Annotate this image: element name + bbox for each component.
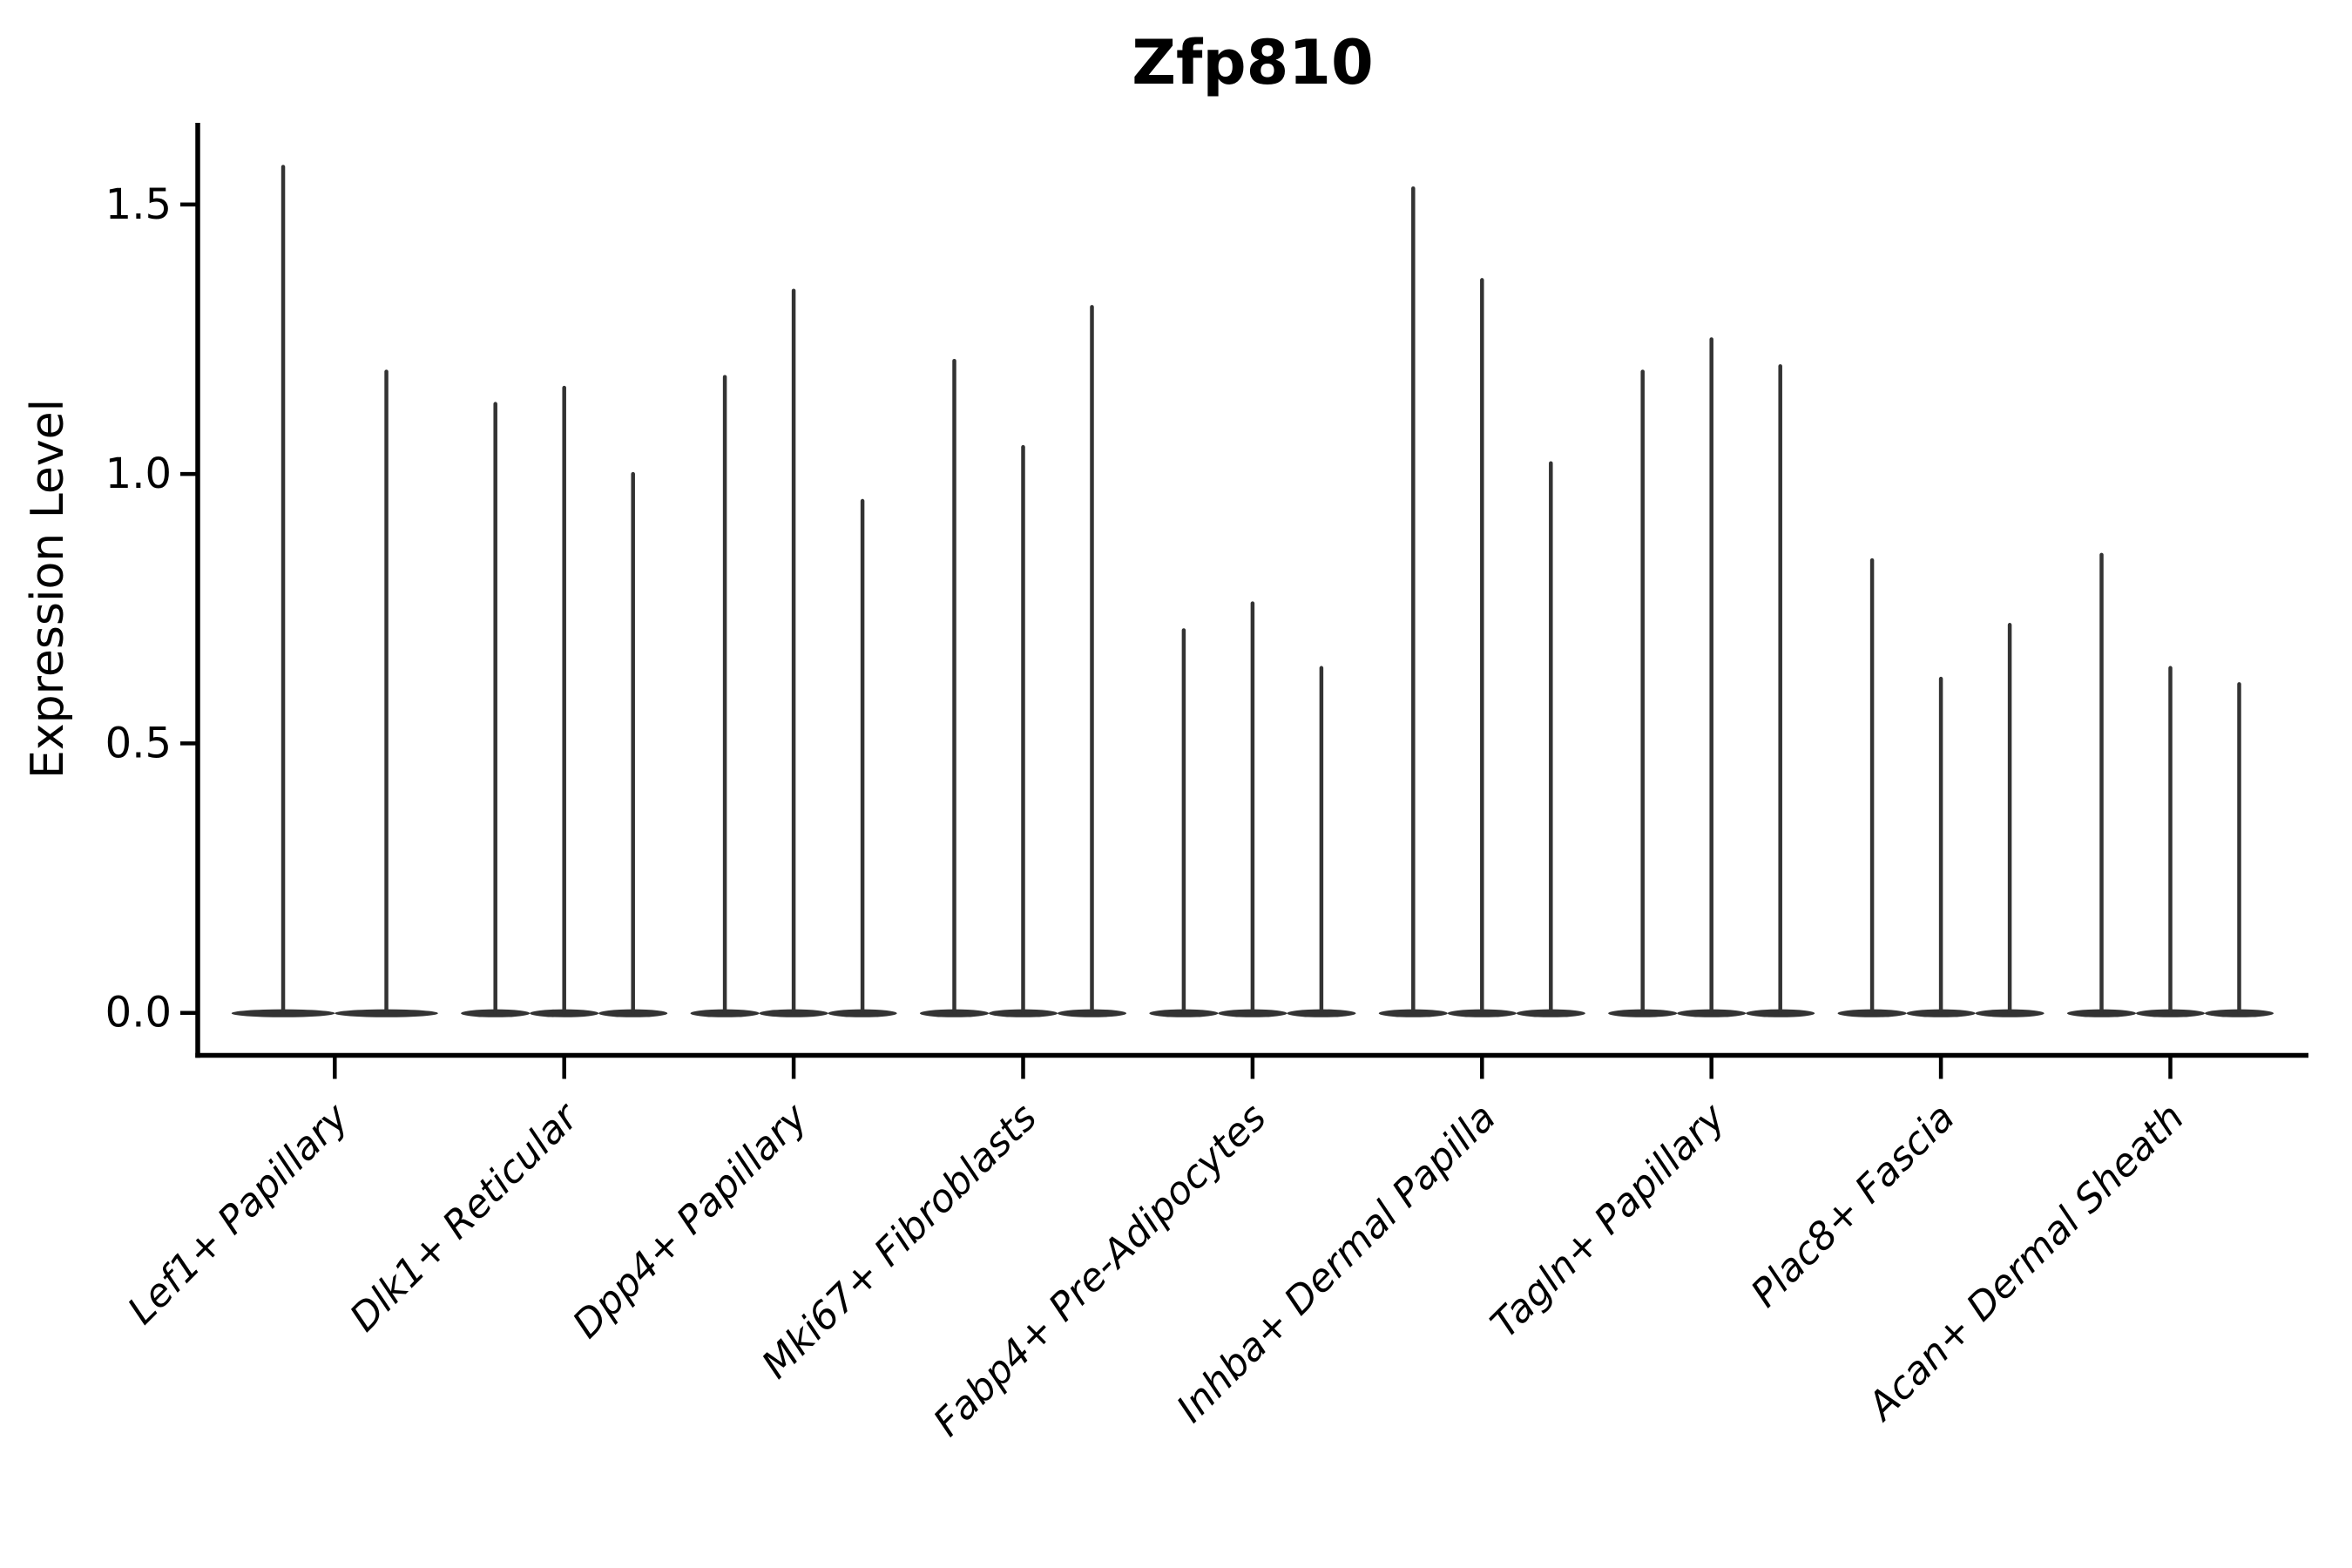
x-tick-label: Lef1+ Papillary bbox=[119, 1095, 358, 1334]
violin-group bbox=[1149, 601, 1356, 1017]
chart-title: Zfp810 bbox=[1132, 27, 1373, 98]
y-tick-label: 0.0 bbox=[105, 989, 172, 1037]
x-tick-label: Dpp4+ Papillary bbox=[564, 1095, 817, 1348]
violin-group bbox=[1608, 337, 1815, 1017]
axes-layer bbox=[180, 123, 2308, 1079]
x-tick-label: Plac8+ Fascia bbox=[1742, 1095, 1963, 1315]
violin-group bbox=[920, 305, 1126, 1017]
y-tick-label: 1.0 bbox=[105, 449, 172, 498]
violin-group bbox=[1837, 558, 2044, 1017]
y-axis-label: Expression Level bbox=[22, 399, 74, 779]
violin-group bbox=[2067, 552, 2274, 1017]
violin-group bbox=[690, 288, 897, 1017]
violin-group bbox=[461, 385, 668, 1017]
x-tick-label: Dlk1+ Reticular bbox=[341, 1093, 588, 1340]
y-tick-label: 0.5 bbox=[105, 719, 172, 767]
y-tick-label: 1.5 bbox=[105, 180, 172, 229]
violin-group bbox=[1378, 186, 1585, 1017]
violin-group bbox=[231, 165, 438, 1017]
x-tick-label: Tagln+ Papillary bbox=[1483, 1095, 1734, 1347]
violin-layer bbox=[231, 165, 2274, 1017]
